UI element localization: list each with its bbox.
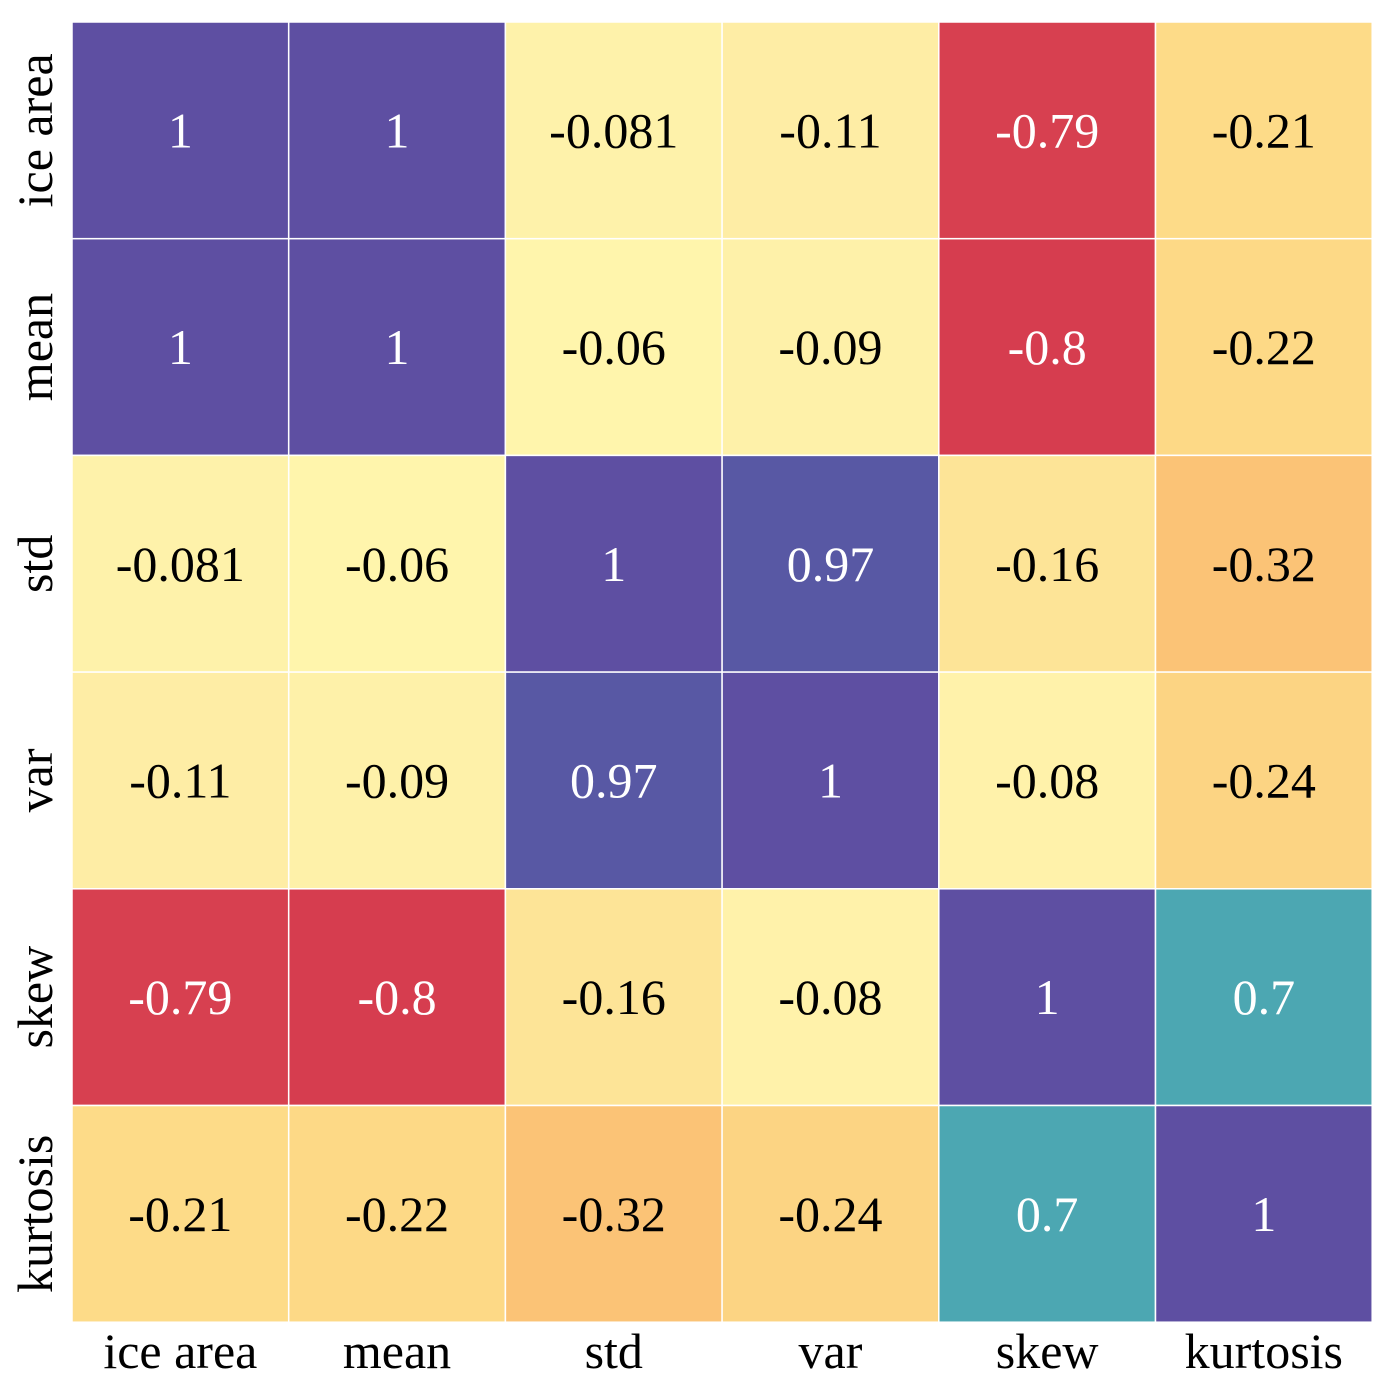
- cell-value-2-0: -0.081: [116, 536, 245, 592]
- heatmap-cell-5-3: [721, 1104, 940, 1323]
- cell-value-4-3: -0.08: [778, 969, 882, 1025]
- x-tick-label-0: ice area: [103, 1323, 257, 1379]
- cell-value-5-5: 1: [1251, 1186, 1276, 1242]
- heatmap-cells: [71, 21, 1373, 1323]
- y-tick-label-3: var: [7, 748, 63, 812]
- heatmap-cell-2-5: [1154, 454, 1373, 673]
- heatmap-cell-4-4: [938, 888, 1157, 1107]
- cell-value-1-3: -0.09: [778, 319, 882, 375]
- cell-value-0-0: 1: [168, 102, 193, 158]
- cell-value-5-2: -0.32: [562, 1186, 666, 1242]
- heatmap-cell-3-4: [938, 671, 1157, 890]
- heatmap-cell-4-3: [721, 888, 940, 1107]
- cell-value-1-2: -0.06: [562, 319, 666, 375]
- x-axis-tick-labels: ice area mean std var skew kurtosis: [103, 1323, 1343, 1379]
- y-tick-label-1: mean: [7, 293, 63, 401]
- y-tick-label-0: ice area: [7, 53, 63, 207]
- cell-value-1-4: -0.8: [1008, 319, 1087, 375]
- cell-value-5-1: -0.22: [345, 1186, 449, 1242]
- x-tick-label-5: kurtosis: [1185, 1323, 1343, 1379]
- heatmap-cell-3-1: [287, 671, 507, 890]
- cell-value-2-1: -0.06: [345, 536, 449, 592]
- cell-value-0-5: -0.21: [1212, 102, 1316, 158]
- cell-value-0-2: -0.081: [549, 102, 678, 158]
- heatmap-cell-1-3: [721, 237, 940, 457]
- heatmap-cell-5-0: [71, 1104, 290, 1323]
- heatmap-cell-2-0: [71, 454, 290, 673]
- heatmap-cell-2-4: [938, 454, 1157, 673]
- heatmap-cell-2-2: [504, 454, 723, 673]
- x-tick-label-2: std: [585, 1323, 643, 1379]
- heatmap-cell-0-2: [504, 21, 723, 240]
- cell-value-4-2: -0.16: [562, 969, 666, 1025]
- cell-value-4-1: -0.8: [357, 969, 436, 1025]
- heatmap-cell-4-5: [1154, 888, 1373, 1107]
- cell-value-4-0: -0.79: [128, 969, 232, 1025]
- cell-value-0-4: -0.79: [995, 102, 1099, 158]
- cell-value-3-0: -0.11: [129, 752, 231, 808]
- x-tick-label-4: skew: [996, 1323, 1099, 1379]
- cell-value-2-3: 0.97: [787, 536, 875, 592]
- cell-value-2-5: -0.32: [1212, 536, 1316, 592]
- cell-value-1-1: 1: [385, 319, 410, 375]
- cell-value-0-3: -0.11: [779, 102, 881, 158]
- heatmap-cell-0-0: [71, 21, 290, 240]
- cell-value-3-3: 1: [818, 752, 843, 808]
- heatmap-cell-2-3: [721, 454, 940, 673]
- heatmap-cell-5-5: [1154, 1104, 1373, 1323]
- cell-value-5-4: 0.7: [1016, 1186, 1079, 1242]
- x-tick-label-3: var: [799, 1323, 863, 1379]
- heatmap-cell-4-2: [504, 888, 723, 1107]
- heatmap-annotations: 1 1 -0.081 -0.11 -0.79 -0.211 1 -0.06 -0.09 -0.8-…: [116, 102, 1316, 1242]
- y-tick-label-5: kurtosis: [7, 1135, 63, 1293]
- cell-value-3-4: -0.08: [995, 752, 1099, 808]
- heatmap-cell-0-3: [721, 21, 940, 240]
- heatmap-cell-1-5: [1154, 237, 1373, 457]
- cell-value-3-2: 0.97: [570, 752, 658, 808]
- cell-value-3-1: -0.09: [345, 752, 449, 808]
- cell-value-1-5: -0.22: [1212, 319, 1316, 375]
- y-tick-label-2: std: [7, 535, 63, 593]
- cell-value-2-4: -0.16: [995, 536, 1099, 592]
- heatmap-cell-3-3: [721, 671, 940, 890]
- heatmap-cell-3-0: [71, 671, 290, 890]
- cell-value-2-2: 1: [601, 536, 626, 592]
- cell-value-4-4: 1: [1035, 969, 1060, 1025]
- heatmap-cell-0-5: [1154, 21, 1373, 240]
- cell-value-5-3: -0.24: [778, 1186, 882, 1242]
- cell-value-0-1: 1: [385, 102, 410, 158]
- cell-value-5-0: -0.21: [128, 1186, 232, 1242]
- heatmap-cell-3-5: [1154, 671, 1373, 890]
- heatmap-cell-3-2: [504, 671, 723, 890]
- heatmap-cell-4-0: [71, 888, 290, 1107]
- x-tick-label-1: mean: [343, 1323, 451, 1379]
- cell-value-4-5: 0.7: [1233, 969, 1296, 1025]
- y-tick-label-4: skew: [7, 946, 63, 1049]
- cell-value-3-5: -0.24: [1212, 752, 1316, 808]
- heatmap-cell-2-1: [287, 454, 507, 673]
- heatmap-cell-5-4: [938, 1104, 1157, 1323]
- heatmap-cell-1-1: [287, 237, 507, 457]
- heatmap-cell-0-4: [938, 21, 1157, 240]
- cell-value-1-0: 1: [168, 319, 193, 375]
- heatmap-cell-1-0: [71, 237, 290, 457]
- heatmap-cell-0-1: [287, 21, 507, 240]
- y-axis-tick-labels: ice area mean std var skew kurtosis: [7, 53, 63, 1293]
